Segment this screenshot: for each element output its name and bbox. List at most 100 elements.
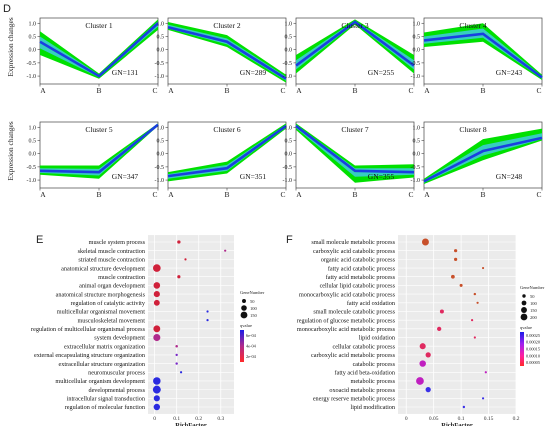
data-point [459,283,463,287]
gene-number-label: GN=131 [112,68,139,77]
legend-size-swatch [522,294,526,298]
legend-color-title: qvalue [520,325,532,330]
y-tick-label: 0.5 [157,34,165,40]
term-label: metabolic process [351,378,396,385]
data-point [473,336,476,339]
x-tick-label: 0 [153,416,156,422]
y-tick-label: 0.0 [157,152,165,158]
x-tick-label: 0 [405,416,408,422]
term-label: regulation of multicellular organismal p… [31,326,146,333]
term-label: carboxylic acid metabolic process [311,352,396,359]
y-tick-label: 0.5 [285,138,293,144]
y-tick-label: -0.5 [283,61,293,67]
legend-size-swatch [241,305,247,311]
term-label: striated muscle contraction [78,257,145,264]
x-tick-label: B [224,190,229,199]
data-point [481,266,485,270]
x-tick-label: B [96,86,101,95]
legend-size-label: 100 [250,306,258,311]
y-tick-label: -0.5 [155,61,165,67]
x-tick-label: C [408,190,413,199]
ylabel-row2: Expression changes [6,121,15,180]
cluster-mean-line [39,22,159,78]
data-point [153,299,160,306]
legend-color-bar [240,330,244,362]
legend-size-label: 150 [250,313,258,318]
legend-color-label: 0.00010 [526,353,540,358]
y-tick-label: 0.0 [413,152,421,158]
y-tick-label: 1.0 [29,21,37,27]
ylabel-row1: Expression changes [6,17,15,76]
x-tick-label: C [152,86,157,95]
data-point [175,362,178,365]
y-tick-label: -1.0 [283,178,293,184]
cluster-mean-line [295,20,415,67]
data-point [177,275,181,279]
term-label: musculoskeletal movement [77,317,145,324]
legend-size-swatch [242,299,246,303]
y-tick-label: 0.5 [157,138,165,144]
y-tick-label: -0.5 [411,165,421,171]
x-tick-label: B [480,86,485,95]
x-tick-label: A [40,86,46,95]
x-tick-label: B [224,86,229,95]
data-point [454,249,458,253]
y-tick-label: -1.0 [411,74,421,80]
data-point [454,257,458,261]
y-tick-label: -1.0 [283,74,293,80]
cluster-title: Cluster 2 [213,21,241,30]
term-label: animal organ development [79,283,145,290]
cluster-inner-band [296,20,414,70]
panel-label-d: D [3,3,11,15]
y-tick-label: 0.0 [29,48,37,54]
x-tick-label: A [40,190,46,199]
y-tick-label: 1.0 [157,125,165,131]
term-label: muscle contraction [98,274,145,281]
legend-color-label: 0.00015 [526,347,540,352]
legend-size-label: 50 [250,299,255,304]
legend-color-title: qvalue [240,323,252,328]
x-tick-label: A [424,86,430,95]
y-tick-label: -1.0 [155,74,165,80]
data-point [152,385,161,394]
term-label: fatty acid catabolic process [328,265,396,272]
cluster-title: Cluster 3 [341,21,369,30]
y-tick-label: 1.0 [413,21,421,27]
x-tick-label: A [168,190,174,199]
term-label: external encapsulating structure organiz… [34,352,145,359]
y-tick-label: -0.5 [27,165,37,171]
x-tick-label: C [152,190,157,199]
cluster-band [168,21,286,83]
x-tick-label: B [480,190,485,199]
term-label: fatty acid metabolic process [326,274,396,281]
data-point [153,325,161,333]
data-point [470,319,474,322]
term-label: multicellular organism development [55,378,145,385]
cluster-panel: 1.0 0.5 0.0 -0.5 -1.0A B C Cluster 6 GN=351 [155,121,287,199]
term-label: anatomical structure development [61,265,145,272]
legend-size-swatch [521,300,527,306]
legend-size-title: GeneNumber [520,285,545,290]
legend-size-label: 200 [530,315,538,320]
cluster-band [40,19,158,79]
x-tick-label: 0.05 [429,416,439,422]
x-tick-label: B [96,190,101,199]
x-tick-label: 0.2 [195,416,202,422]
gene-number-label: GN=351 [240,172,267,181]
data-point [184,258,187,261]
data-point [476,301,479,304]
y-tick-label: -0.5 [411,61,421,67]
data-point [175,344,178,348]
legend-size-label: 150 [530,308,538,313]
legend-color-label: 6e-04 [246,333,257,338]
term-label: energy reserve metabolic process [313,396,396,403]
data-point [439,309,444,314]
y-tick-label: 0.0 [285,48,293,54]
term-label: cellular catabolic process [332,343,395,350]
x-tick-label: C [536,190,541,199]
term-label: intracellular signal transduction [67,396,145,403]
y-tick-label: 1.0 [157,21,165,27]
data-point [419,360,426,367]
term-label: developmental process [88,387,145,394]
